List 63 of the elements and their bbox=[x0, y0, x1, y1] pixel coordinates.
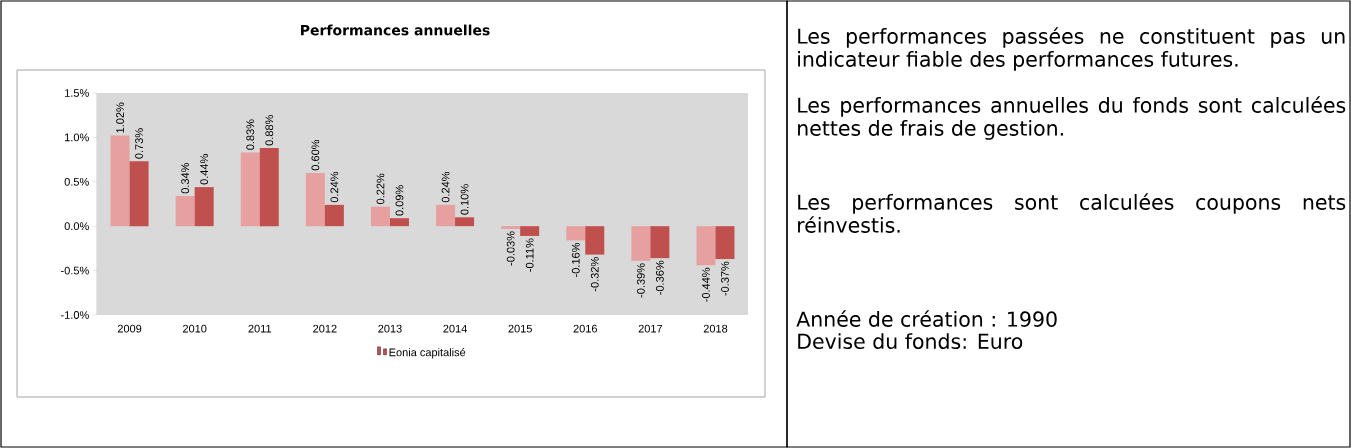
y-tick-label: 1.0% bbox=[65, 133, 89, 142]
bar bbox=[455, 217, 475, 227]
data-label: -0.11% bbox=[525, 238, 534, 272]
x-tick-label: 2014 bbox=[443, 324, 467, 333]
bar bbox=[436, 204, 456, 227]
text: Année de création : 1990 bbox=[796, 310, 1057, 327]
bar bbox=[520, 226, 540, 236]
chart-title: Performances annuelles bbox=[301, 24, 490, 36]
data-label: 1.02% bbox=[116, 102, 124, 133]
bar bbox=[175, 195, 195, 227]
data-label: -0.03% bbox=[506, 231, 515, 266]
text: Les performances sont calculées coupons nets réinvestis. bbox=[798, 193, 1346, 233]
bar bbox=[585, 226, 605, 255]
y-tick-label: 0.0% bbox=[64, 222, 89, 231]
x-tick-label: 2016 bbox=[573, 324, 598, 333]
bar bbox=[194, 187, 214, 227]
data-label: 0.34% bbox=[181, 163, 190, 194]
text: Devise du fonds: Euro bbox=[798, 333, 1023, 350]
data-label: 0.73% bbox=[135, 128, 143, 159]
x-tick-label: 2017 bbox=[638, 324, 663, 333]
x-tick-label: 2018 bbox=[703, 324, 728, 333]
bar bbox=[696, 226, 716, 266]
bar bbox=[305, 172, 325, 227]
x-tick-label: 2010 bbox=[182, 324, 207, 333]
x-tick-label: 2009 bbox=[117, 324, 142, 333]
x-tick-label: 2011 bbox=[248, 324, 272, 333]
data-label: 0.88% bbox=[265, 115, 274, 146]
y-tick-label: 0.5% bbox=[64, 177, 89, 186]
text: Les performances annuelles du fonds sont calculées nettes de frais de gestion. bbox=[798, 96, 1346, 140]
bar bbox=[324, 204, 344, 227]
bar bbox=[631, 226, 651, 261]
y-tick-label: -0.5% bbox=[61, 266, 89, 275]
data-label: -0.36% bbox=[655, 260, 664, 295]
bar bbox=[566, 226, 586, 241]
bar bbox=[650, 226, 670, 259]
x-tick-label: 2013 bbox=[378, 324, 402, 333]
data-label: -0.32% bbox=[590, 257, 599, 292]
data-label: -0.37% bbox=[721, 261, 729, 296]
bar bbox=[715, 226, 735, 260]
bar bbox=[240, 152, 260, 227]
bar bbox=[259, 148, 279, 227]
data-label: 0.44% bbox=[200, 154, 209, 185]
x-tick-label: 2012 bbox=[313, 324, 337, 333]
x-tick-label: 2015 bbox=[508, 324, 532, 333]
data-label: 0.60% bbox=[311, 139, 320, 171]
data-label: 0.09% bbox=[395, 185, 404, 216]
bar bbox=[389, 218, 409, 227]
data-label: 0.10% bbox=[460, 184, 469, 215]
data-label: 0.24% bbox=[441, 171, 450, 203]
data-label: -0.44% bbox=[702, 267, 710, 302]
y-tick-label: -1.0% bbox=[61, 311, 89, 319]
data-label: 0.24% bbox=[330, 171, 339, 203]
bar bbox=[501, 226, 521, 229]
legend-label: Eonia capitalisé bbox=[389, 348, 466, 359]
data-label: -0.39% bbox=[636, 263, 645, 298]
bar bbox=[129, 161, 149, 227]
bar bbox=[370, 206, 390, 227]
data-label: 0.83% bbox=[246, 119, 255, 150]
bar bbox=[110, 135, 130, 227]
data-label: -0.16% bbox=[571, 242, 580, 277]
data-label: 0.22% bbox=[376, 173, 385, 205]
text: Les performances passées ne constituent pas un indicateur fiable des performances futures. bbox=[798, 27, 1345, 71]
y-tick-label: 1.5% bbox=[65, 89, 89, 97]
